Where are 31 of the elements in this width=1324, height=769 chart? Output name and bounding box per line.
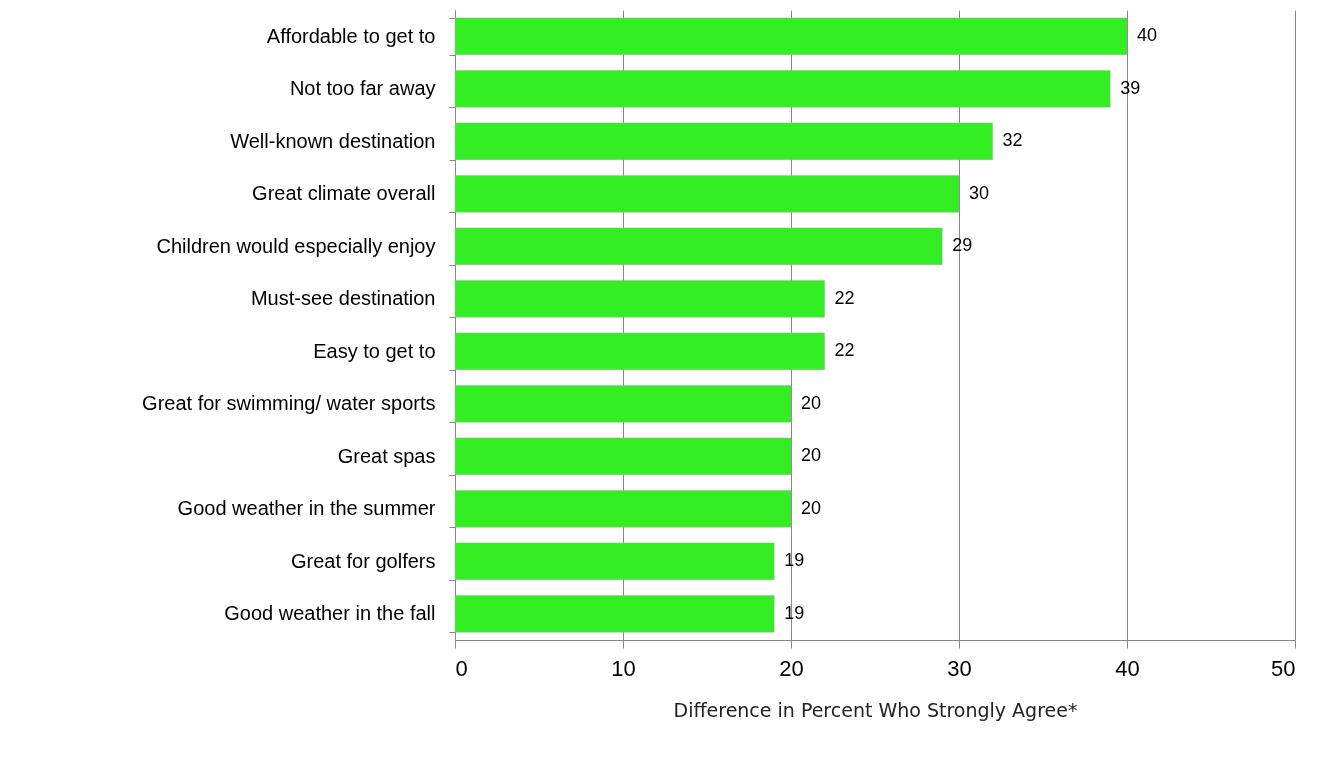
y-tick-label: Not too far away	[289, 77, 436, 100]
data-label: 39	[1120, 77, 1141, 98]
y-tick-label: Great climate overall	[252, 182, 436, 205]
data-label: 40	[1137, 25, 1158, 46]
x-tick-label: 0	[455, 655, 468, 681]
data-label: 29	[952, 235, 973, 256]
y-tick-label: Good weather in the fall	[224, 602, 436, 625]
y-tick-label: Affordable to get to	[266, 24, 436, 47]
y-tick-label: Great spas	[337, 444, 436, 467]
data-label: 32	[1002, 130, 1023, 151]
data-label: 22	[834, 287, 855, 308]
data-label: 19	[784, 602, 805, 623]
data-label: 20	[801, 392, 822, 413]
x-tick-label: 40	[1115, 655, 1140, 681]
data-label: 30	[969, 182, 990, 203]
y-tick-label: Children would especially enjoy	[156, 234, 436, 257]
data-label: 20	[801, 497, 822, 518]
x-tick-label: 30	[947, 655, 972, 681]
y-tick-label: Well-known destination	[230, 129, 436, 152]
y-tick-label: Great for golfers	[290, 549, 436, 572]
y-tick-label: Good weather in the summer	[177, 497, 436, 520]
y-tick-label: Easy to get to	[313, 339, 436, 362]
x-tick-label: 20	[779, 655, 804, 681]
y-tick-label: Must-see destination	[250, 287, 436, 310]
x-tick-label: 50	[1271, 655, 1296, 681]
y-tick-label: Great for swimming/ water sports	[142, 392, 436, 415]
data-label: 19	[784, 550, 805, 571]
data-label: 20	[801, 445, 822, 466]
x-axis-title: Difference in Percent Who Strongly Agree*	[673, 698, 1078, 721]
x-tick-label: 10	[611, 655, 636, 681]
data-label: 22	[834, 340, 855, 361]
